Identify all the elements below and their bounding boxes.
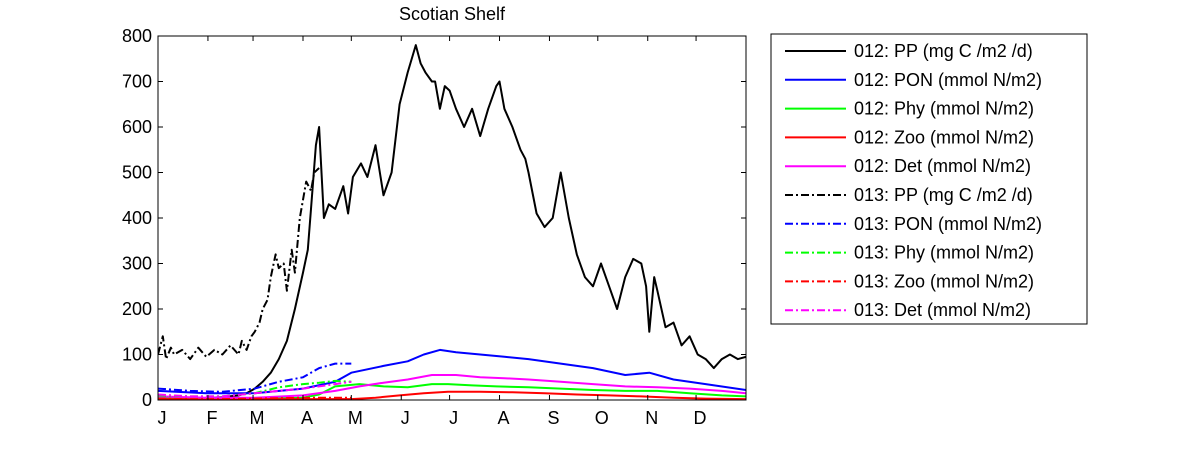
x-tick-label-3: A <box>301 408 313 428</box>
y-tick-label-0: 0 <box>142 390 152 410</box>
x-tick-label-8: S <box>547 408 559 428</box>
series-line-6 <box>158 167 320 361</box>
x-tick-label-6: J <box>449 408 458 428</box>
series-line-10 <box>158 380 352 398</box>
legend-label-10: 013: Det (mmol N/m2) <box>854 300 1031 320</box>
x-tick-label-0: J <box>158 408 167 428</box>
series-line-9 <box>158 396 352 400</box>
legend: 012: PP (mg C /m2 /d) 012: PON (mmol N/m2… <box>770 33 1088 325</box>
x-tick-label-5: J <box>401 408 410 428</box>
legend-label-3: 012: Phy (mmol N/m2) <box>854 99 1034 119</box>
y-tick-label-8: 800 <box>122 26 152 46</box>
axes-frame <box>157 35 747 401</box>
legend-label-6: 013: PP (mg C /m2 /d) <box>854 185 1033 205</box>
plot-area <box>158 44 746 400</box>
y-tick-label-6: 600 <box>122 117 152 137</box>
series-line-7 <box>158 362 352 393</box>
legend-label-8: 013: Phy (mmol N/m2) <box>854 243 1034 263</box>
y-tick-label-1: 100 <box>122 345 152 365</box>
series-line-5 <box>158 374 746 399</box>
x-tick-label-9: O <box>595 408 609 428</box>
axes: 0 100 200 300 400 500 600 700 800 J F M A M J J A S O N D <box>122 26 747 428</box>
x-tick-label-10: N <box>645 408 658 428</box>
legend-label-5: 012: Det (mmol N/m2) <box>854 156 1031 176</box>
x-tick-label-7: A <box>498 408 510 428</box>
legend-label-1: 012: PP (mg C /m2 /d) <box>854 41 1033 61</box>
x-tick-label-1: F <box>206 408 217 428</box>
y-tick-label-7: 700 <box>122 72 152 92</box>
legend-label-7: 013: PON (mmol N/m2) <box>854 214 1042 234</box>
x-tick-label-11: D <box>694 408 707 428</box>
x-tick-label-2: M <box>250 408 265 428</box>
legend-label-2: 012: PON (mmol N/m2) <box>854 70 1042 90</box>
y-tick-label-2: 200 <box>122 299 152 319</box>
x-tick-label-4: M <box>348 408 363 428</box>
chart-title: Scotian Shelf <box>399 4 506 24</box>
y-tick-label-3: 300 <box>122 254 152 274</box>
y-tick-label-5: 500 <box>122 163 152 183</box>
series-line-3 <box>158 383 746 400</box>
legend-box <box>770 33 1088 325</box>
y-tick-label-4: 400 <box>122 208 152 228</box>
legend-label-4: 012: Zoo (mmol N/m2) <box>854 127 1034 147</box>
series-line-4 <box>158 390 746 400</box>
legend-label-9: 013: Zoo (mmol N/m2) <box>854 271 1034 291</box>
series-line-1 <box>158 44 746 400</box>
